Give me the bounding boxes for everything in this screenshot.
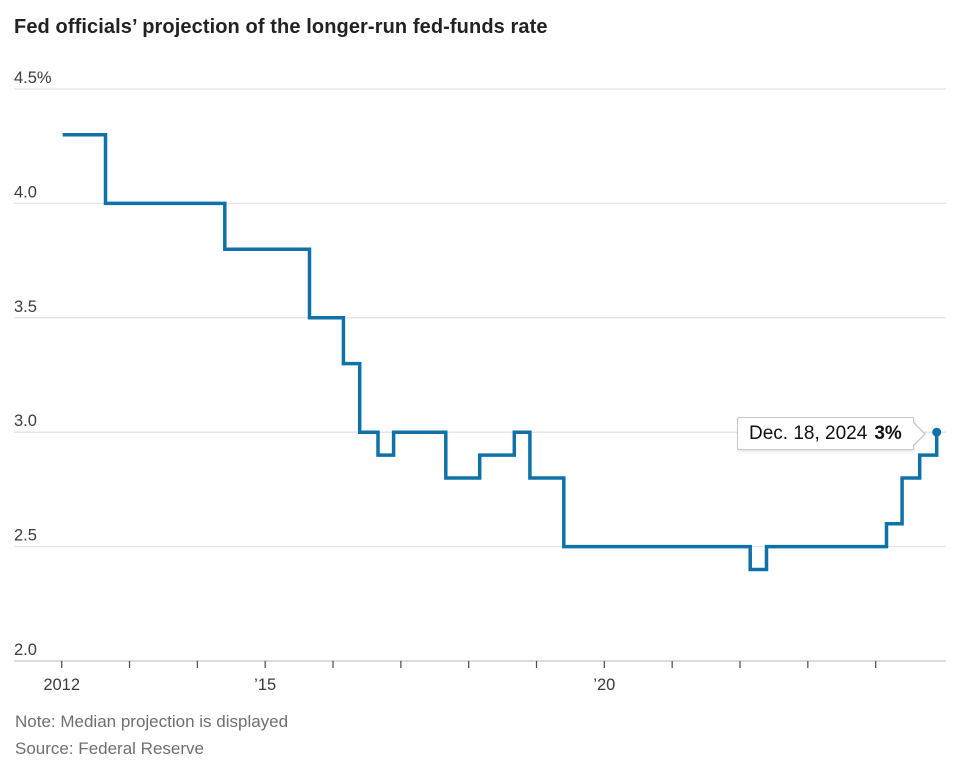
endpoint-tooltip: Dec. 18, 2024 3% [737,417,926,450]
y-axis-label: 4.5% [14,69,52,87]
x-axis-label: 2012 [43,676,80,694]
chart-title: Fed officials’ projection of the longer-… [14,16,548,38]
x-axis-label: ’15 [254,676,276,694]
x-axis-label: ’20 [593,676,615,694]
y-axis-label: 3.0 [14,412,37,430]
y-axis-label: 3.5 [14,298,37,316]
series-step-line [62,133,939,572]
end-point-dot[interactable] [932,427,942,437]
y-axis-label: 4.0 [14,183,37,201]
y-axis-label: 2.0 [14,641,37,659]
y-axis-label: 2.5 [14,527,37,545]
tooltip-value: 3% [874,423,902,444]
tooltip-date: Dec. 18, 2024 [749,423,868,444]
chart-note: Note: Median projection is displayed [15,712,289,731]
chart-source: Source: Federal Reserve [15,739,204,758]
